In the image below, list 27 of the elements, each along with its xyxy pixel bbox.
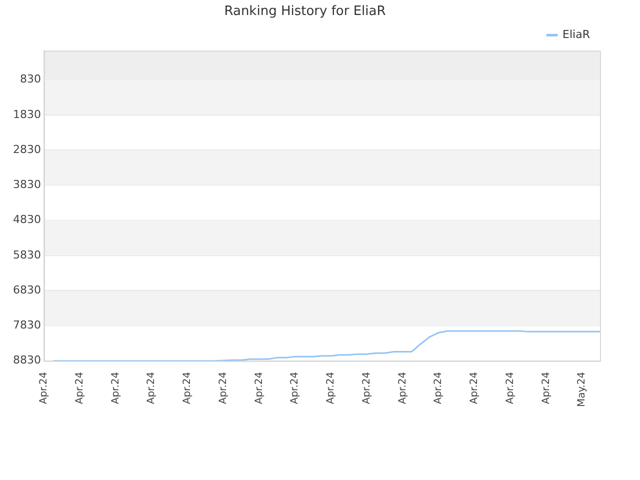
x-tick-label: Apr.24 — [146, 372, 158, 404]
x-tick-label: Apr.24 — [110, 372, 122, 404]
x-tick-label: May.24 — [576, 372, 588, 408]
x-tick-label: Apr.24 — [182, 372, 194, 404]
x-tick-label: Apr.24 — [38, 372, 50, 404]
x-tick-label: Apr.24 — [74, 372, 86, 404]
x-tick-label: Apr.24 — [433, 372, 444, 404]
x-tick-label: Apr.24 — [540, 372, 552, 404]
x-tick-label: Apr.24 — [326, 372, 337, 404]
y-tick-label: 830 — [20, 72, 41, 86]
y-tick-label: 3830 — [12, 178, 41, 192]
y-tick-label: 2830 — [12, 142, 41, 156]
x-tick-label: Apr.24 — [397, 372, 408, 404]
y-tick-label: 4830 — [12, 213, 41, 226]
legend-label: EliaR — [562, 28, 590, 41]
x-tick-label: Apr.24 — [254, 372, 265, 404]
x-tick-label: Apr.24 — [504, 372, 516, 404]
x-tick-label: Apr.24 — [469, 372, 480, 404]
y-tick-label: 8830 — [12, 354, 41, 367]
y-tick-label: 5830 — [12, 248, 41, 262]
chart-title: Ranking History for EliaR — [224, 4, 386, 20]
x-tick-label: Apr.24 — [218, 372, 229, 404]
y-tick-label: 7830 — [12, 318, 41, 332]
x-tick-label: Apr.24 — [361, 372, 372, 404]
y-tick-label: 1830 — [12, 108, 41, 121]
y-tick-label: 6830 — [12, 283, 41, 296]
x-tick-label: Apr.24 — [290, 372, 301, 404]
